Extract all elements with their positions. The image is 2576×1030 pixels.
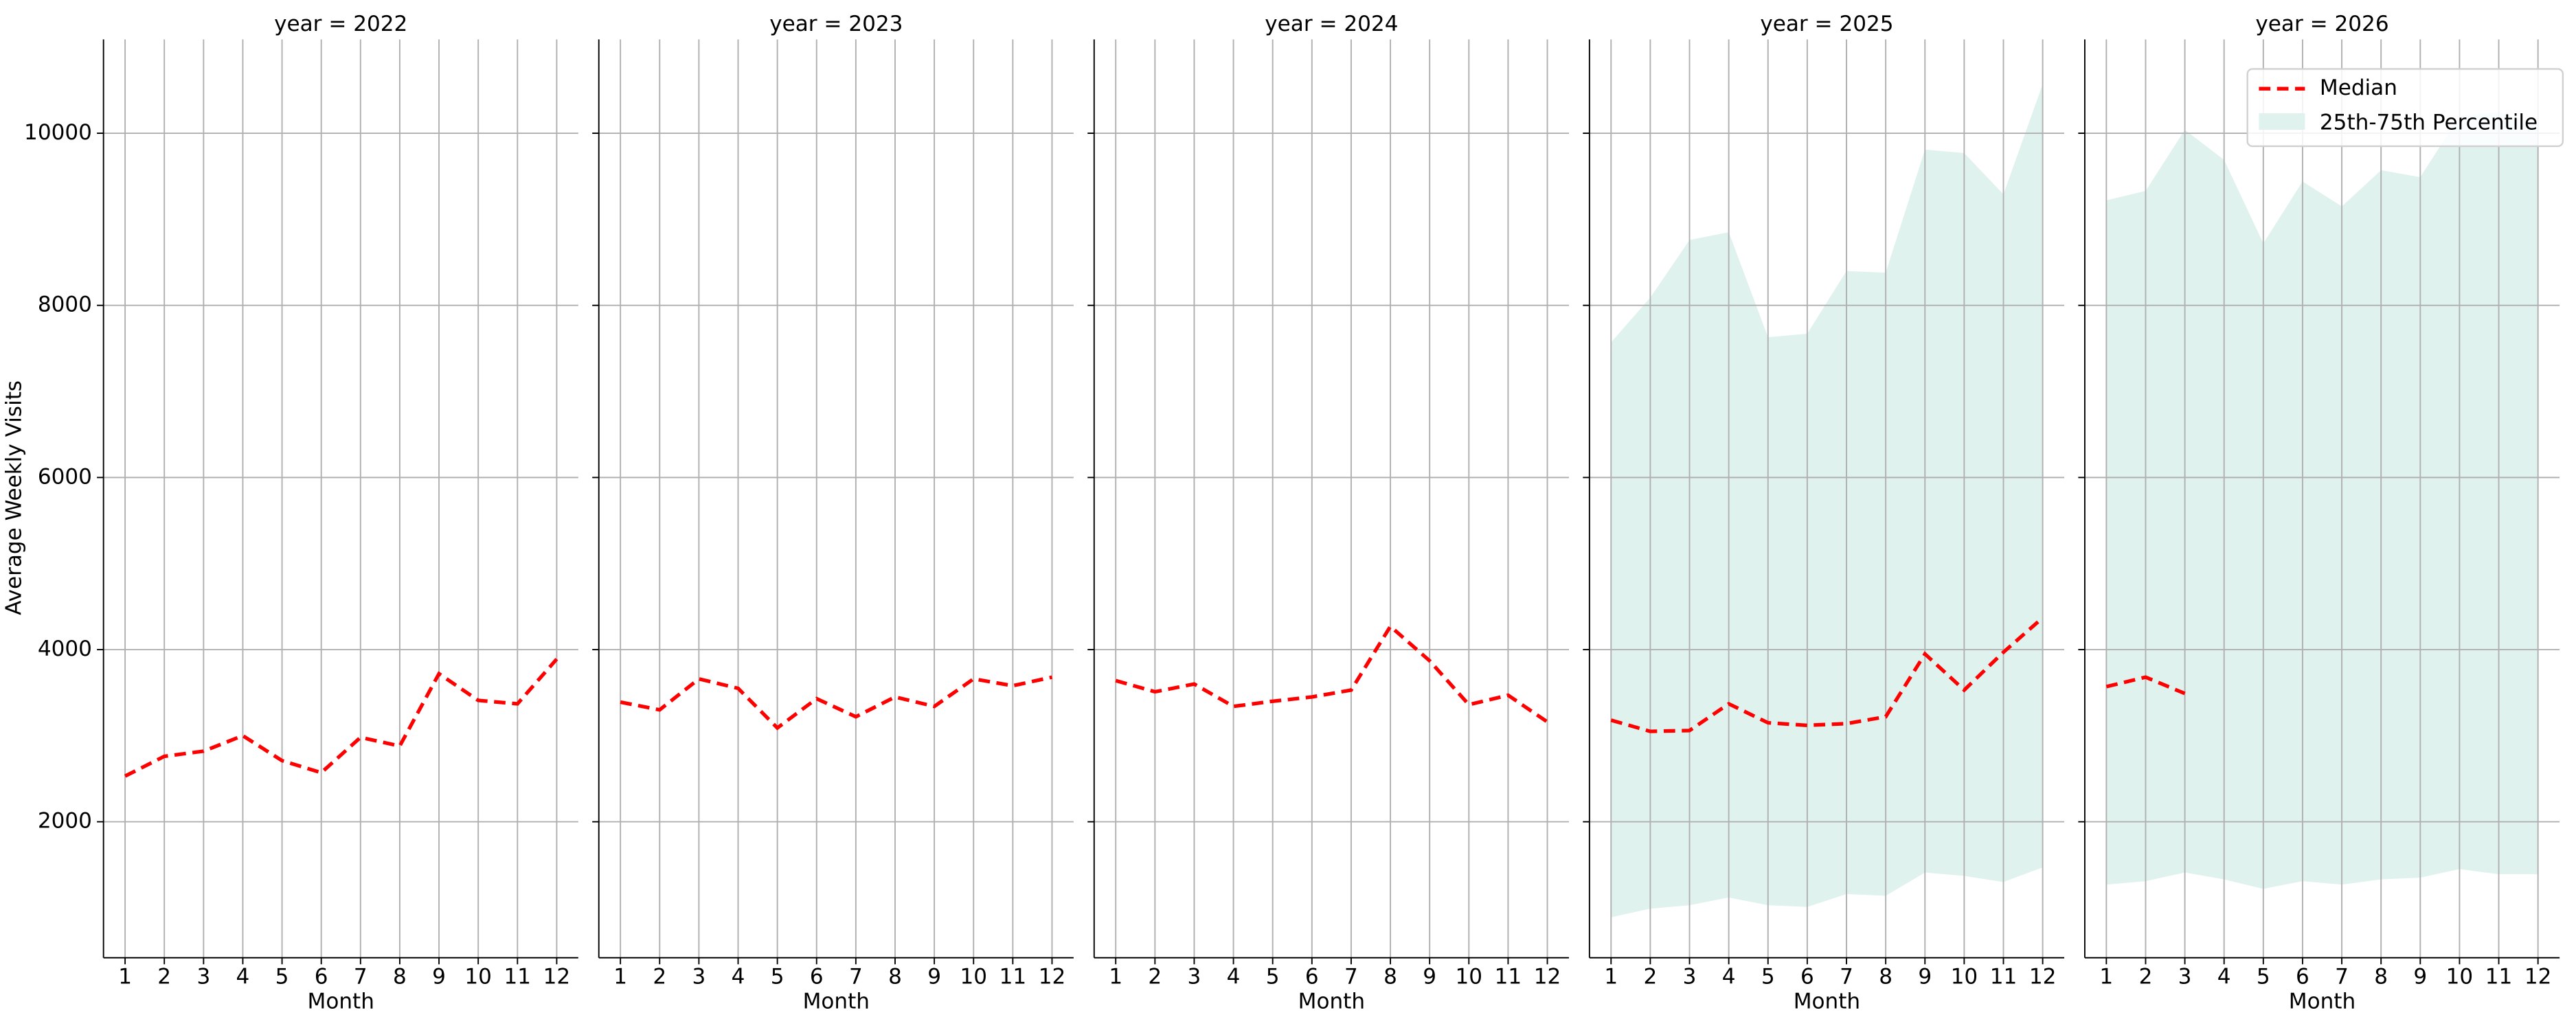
y-tick-label: 8000 (38, 293, 92, 317)
panel-title: year = 2023 (769, 12, 903, 36)
panel-title: year = 2022 (274, 12, 407, 36)
x-tick-label: 7 (354, 964, 368, 989)
x-tick-label: 12 (543, 964, 571, 989)
x-tick-label: 2 (1644, 964, 1658, 989)
x-axis-label: Month (2289, 989, 2355, 1014)
x-tick-label: 5 (771, 964, 784, 989)
x-tick-label: 7 (1840, 964, 1853, 989)
x-axis-label: Month (803, 989, 870, 1014)
x-tick-label: 7 (1344, 964, 1358, 989)
x-tick-label: 11 (1990, 964, 2018, 989)
x-tick-label: 4 (1227, 964, 1241, 989)
x-tick-label: 9 (1918, 964, 1932, 989)
legend-swatch (2259, 113, 2305, 130)
x-tick-label: 1 (1604, 964, 1618, 989)
x-tick-label: 8 (393, 964, 407, 989)
x-tick-label: 2 (157, 964, 171, 989)
x-tick-label: 6 (1305, 964, 1319, 989)
y-tick-label: 4000 (38, 637, 92, 661)
x-tick-label: 3 (2178, 964, 2192, 989)
y-tick-label: 10000 (24, 120, 92, 145)
x-tick-label: 2 (2139, 964, 2153, 989)
x-tick-label: 1 (613, 964, 627, 989)
x-tick-label: 5 (275, 964, 289, 989)
x-tick-label: 6 (1800, 964, 1814, 989)
x-tick-label: 12 (2029, 964, 2057, 989)
x-axis-label: Month (1298, 989, 1365, 1014)
x-tick-label: 8 (2374, 964, 2388, 989)
x-tick-label: 10 (464, 964, 492, 989)
x-tick-label: 11 (504, 964, 532, 989)
x-tick-label: 11 (999, 964, 1027, 989)
panel-title: year = 2025 (1760, 12, 1893, 36)
legend-box (2246, 68, 2564, 148)
x-tick-label: 9 (432, 964, 446, 989)
x-tick-label: 11 (2485, 964, 2513, 989)
x-tick-label: 10 (1951, 964, 1978, 989)
panel-title: year = 2024 (1265, 12, 1398, 36)
x-tick-label: 1 (1109, 964, 1122, 989)
x-tick-label: 5 (1761, 964, 1775, 989)
x-tick-label: 8 (1383, 964, 1397, 989)
x-tick-label: 12 (2524, 964, 2552, 989)
x-tick-label: 3 (1683, 964, 1697, 989)
x-tick-label: 1 (118, 964, 132, 989)
x-tick-label: 9 (1423, 964, 1436, 989)
x-tick-label: 10 (960, 964, 987, 989)
median-line (1610, 616, 2044, 733)
percentile-band (2106, 111, 2538, 889)
x-tick-label: 5 (2257, 964, 2270, 989)
x-tick-label: 4 (236, 964, 250, 989)
median-line (620, 675, 1053, 731)
x-tick-label: 2 (653, 964, 666, 989)
x-tick-label: 6 (2296, 964, 2309, 989)
x-tick-label: 7 (2335, 964, 2349, 989)
x-tick-label: 3 (692, 964, 706, 989)
x-axis-label: Month (308, 989, 374, 1014)
x-tick-label: 12 (1039, 964, 1066, 989)
x-tick-label: 3 (1188, 964, 1201, 989)
x-tick-label: 4 (2217, 964, 2231, 989)
median-line (124, 658, 558, 778)
x-tick-label: 6 (810, 964, 824, 989)
legend-label: 25th-75th Percentile (2320, 110, 2538, 135)
median-line (1115, 623, 1549, 724)
x-tick-label: 11 (1495, 964, 1522, 989)
x-tick-label: 7 (849, 964, 863, 989)
x-axis-label: Month (1794, 989, 1860, 1014)
panel-title: year = 2026 (2255, 12, 2388, 36)
legend: Median 25th-75th Percentile (2246, 68, 2564, 148)
x-tick-label: 4 (1722, 964, 1736, 989)
x-tick-label: 4 (732, 964, 745, 989)
x-tick-label: 2 (1148, 964, 1162, 989)
x-tick-label: 8 (888, 964, 902, 989)
median-line (2105, 675, 2186, 696)
percentile-band (1611, 84, 2043, 917)
y-tick-label: 2000 (38, 809, 92, 834)
x-tick-label: 5 (1266, 964, 1280, 989)
y-axis-label: Average Weekly Visits (2, 380, 27, 615)
legend-label: Median (2320, 76, 2397, 100)
y-tick-label: 6000 (38, 464, 92, 489)
x-tick-label: 1 (2099, 964, 2113, 989)
x-tick-label: 8 (1879, 964, 1893, 989)
x-tick-label: 6 (315, 964, 328, 989)
x-tick-label: 9 (927, 964, 941, 989)
x-tick-label: 10 (2446, 964, 2474, 989)
x-tick-label: 9 (2413, 964, 2427, 989)
x-tick-label: 12 (1534, 964, 1561, 989)
x-tick-label: 3 (196, 964, 210, 989)
x-tick-label: 10 (1456, 964, 1483, 989)
